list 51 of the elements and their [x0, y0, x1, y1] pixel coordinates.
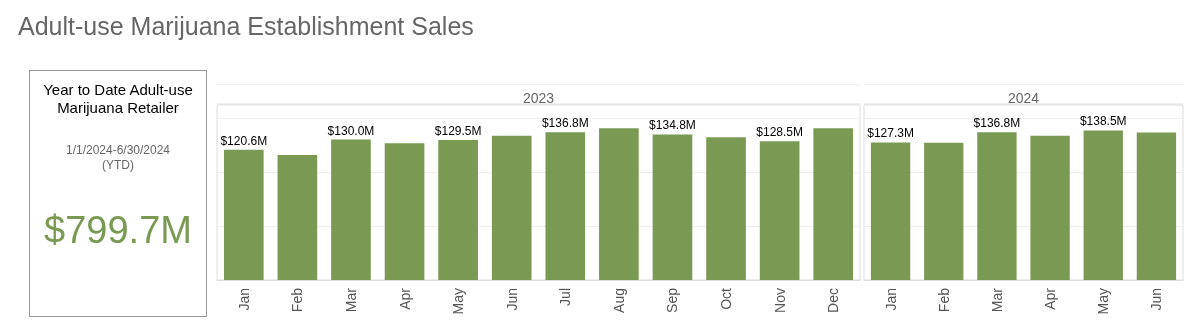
bar: [223, 149, 264, 280]
bar: [977, 132, 1017, 280]
x-tick-label: Jun: [503, 288, 520, 311]
chart-subtitle: 2024: [1007, 90, 1040, 106]
bar: [545, 132, 586, 280]
x-tick-label: Jan: [882, 288, 899, 311]
x-tick-label: Oct: [718, 287, 735, 310]
bar: [706, 137, 746, 280]
data-label: $120.6M: [220, 133, 268, 148]
data-label: $138.5M: [1079, 114, 1127, 129]
x-tick-label: Apr: [396, 287, 413, 310]
x-tick-label: Mar: [988, 287, 1005, 313]
data-label: $136.8M: [973, 116, 1021, 131]
x-tick-label: Dec: [825, 288, 842, 313]
x-tick-label: Feb: [289, 287, 306, 313]
x-tick-label: Apr: [1042, 287, 1059, 310]
chart-title: Adult-use Marijuana Establishment Sales: [18, 12, 474, 41]
bar: [277, 155, 318, 280]
x-tick-label: Jul: [557, 288, 574, 306]
bar: [331, 139, 371, 280]
data-label: $136.8M: [541, 116, 589, 131]
bar: [491, 135, 532, 280]
data-label: $130.0M: [327, 123, 375, 138]
text: 1/1/2024-6/30/2024 (YTD): [64, 143, 172, 173]
bar: [759, 141, 800, 280]
data-label: $127.3M: [867, 126, 914, 141]
text: Year to Date Adult-use Marijuana Retailer: [42, 81, 194, 117]
x-tick-label: Jun: [1148, 288, 1165, 311]
x-tick-label: May: [1095, 288, 1112, 315]
bar: [652, 134, 693, 280]
chart-subtitle: 2023: [522, 90, 555, 106]
x-tick-label: Sep: [664, 287, 681, 313]
data-label: $128.5M: [756, 125, 803, 140]
x-tick-label: Aug: [610, 288, 627, 313]
bar: [924, 142, 964, 280]
x-tick-label: May: [450, 288, 467, 315]
bar: [813, 128, 854, 280]
bar: [438, 140, 478, 280]
bar: [599, 128, 639, 280]
bar: [384, 143, 425, 280]
data-label: $129.5M: [434, 124, 482, 139]
x-tick-label: Jan: [235, 288, 252, 311]
bar: [1030, 135, 1070, 280]
bar: [870, 142, 911, 280]
bar: [1083, 130, 1123, 280]
bar: [1136, 132, 1177, 280]
data-label: $134.8M: [649, 118, 696, 133]
x-tick-label: Feb: [935, 287, 952, 313]
x-tick-label: Mar: [342, 287, 359, 313]
x-tick-label: Nov: [771, 288, 788, 313]
text: $799.7M: [43, 209, 193, 252]
